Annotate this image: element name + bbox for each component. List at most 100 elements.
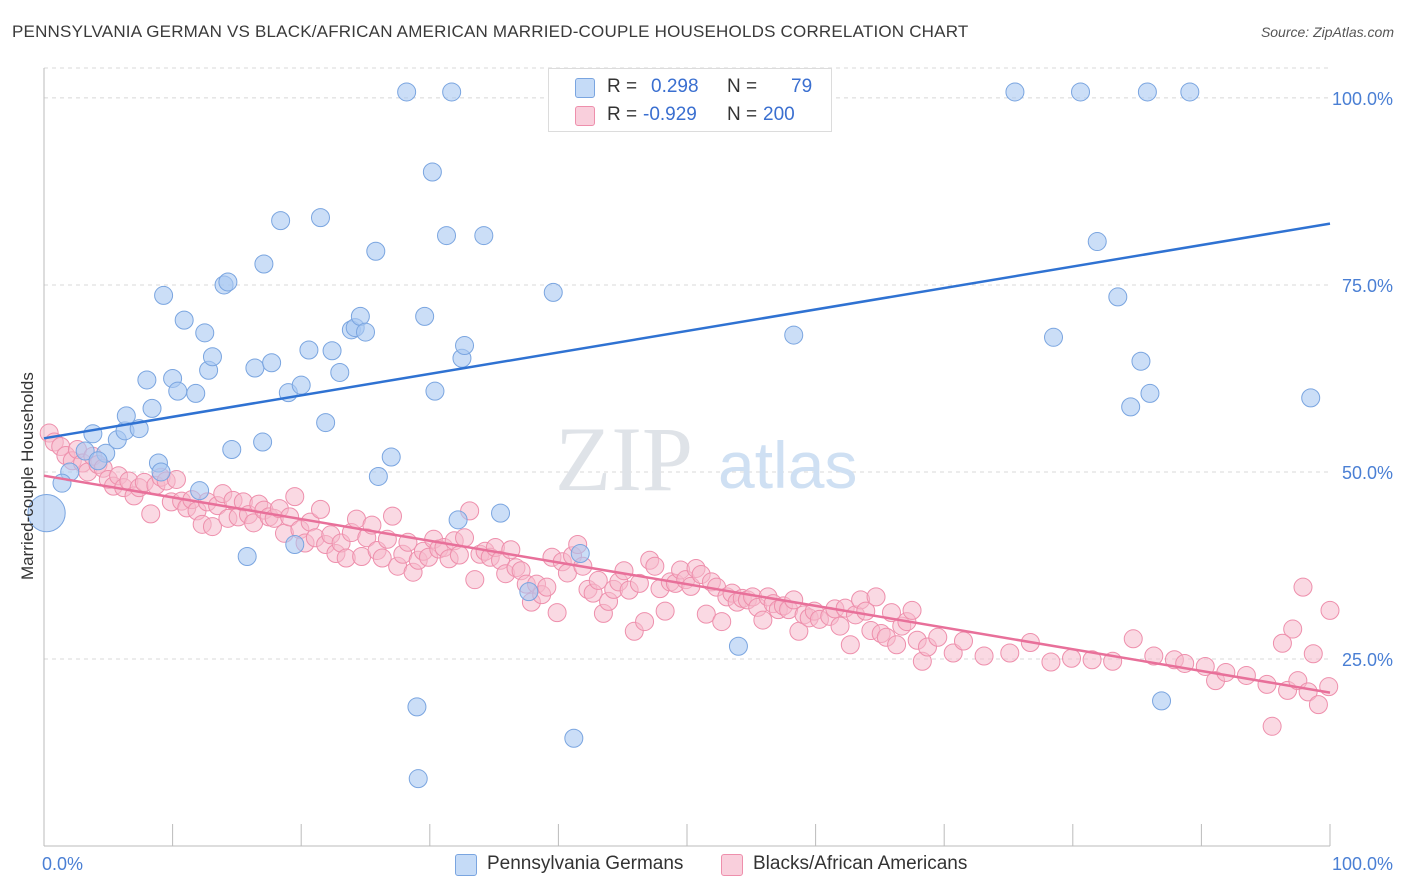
- data-point-pennsylvania-germans: [425, 381, 445, 401]
- r-label: R =: [607, 76, 638, 97]
- data-point-pennsylvania-germans: [356, 322, 375, 342]
- data-point-pennsylvania-germans: [1140, 383, 1160, 403]
- correlation-legend: R = 0.298 N = 79 R = -0.929 N = 200: [548, 68, 832, 132]
- series-legend: Pennsylvania Germans Blacks/African Amer…: [0, 852, 1406, 878]
- data-point-blacks-african-americans: [840, 635, 860, 655]
- data-point-pennsylvania-germans: [310, 208, 330, 228]
- data-point-pennsylvania-germans: [88, 451, 108, 471]
- data-point-blacks-african-americans: [1123, 629, 1143, 649]
- data-point-blacks-african-americans: [1257, 674, 1277, 694]
- n-label: N =: [727, 104, 758, 125]
- legend-swatch-pink: [721, 854, 743, 876]
- data-point-blacks-african-americans: [1236, 665, 1256, 685]
- data-point-blacks-african-americans: [1082, 650, 1102, 670]
- data-point-blacks-african-americans: [202, 517, 222, 537]
- data-point-pennsylvania-germans: [291, 375, 311, 395]
- legend-row-blue: R = 0.298 N = 79: [549, 73, 831, 101]
- n-value: 79: [791, 76, 813, 97]
- data-point-pennsylvania-germans: [1005, 82, 1025, 102]
- data-point-pennsylvania-germans: [519, 582, 539, 602]
- r-label: R =: [607, 104, 638, 125]
- data-point-pennsylvania-germans: [422, 162, 442, 182]
- data-point-pennsylvania-germans: [448, 510, 468, 530]
- data-point-pennsylvania-germans: [218, 272, 238, 292]
- data-point-pennsylvania-germans: [1087, 232, 1107, 252]
- data-point-pennsylvania-germans: [262, 353, 282, 373]
- x-tick-label: 0.0%: [42, 854, 83, 874]
- data-point-pennsylvania-germans: [195, 323, 215, 343]
- data-point-blacks-african-americans: [629, 573, 649, 593]
- y-tick-label: 25.0%: [1342, 650, 1393, 670]
- watermark: ZIP atlas: [555, 408, 857, 510]
- data-point-pennsylvania-germans: [27, 493, 66, 533]
- data-point-pennsylvania-germans: [75, 441, 95, 461]
- data-point-pennsylvania-germans: [222, 440, 242, 460]
- data-point-pennsylvania-germans: [285, 535, 305, 555]
- data-point-pennsylvania-germans: [1121, 397, 1141, 417]
- data-point-pennsylvania-germans: [168, 381, 188, 401]
- data-point-blacks-african-americans: [547, 603, 567, 623]
- legend-swatch-blue: [455, 854, 477, 876]
- data-point-blacks-african-americans: [166, 469, 186, 489]
- data-point-blacks-african-americans: [285, 487, 305, 507]
- y-tick-label: 100.0%: [1332, 89, 1393, 109]
- tick-labels: 25.0% 50.0% 75.0% 100.0% 0.0% 100.0%: [42, 89, 1393, 874]
- data-point-pennsylvania-germans: [1131, 351, 1151, 371]
- data-point-pennsylvania-germans: [784, 325, 804, 345]
- data-point-pennsylvania-germans: [455, 336, 475, 356]
- data-point-blacks-african-americans: [645, 556, 665, 576]
- data-point-pennsylvania-germans: [474, 226, 494, 246]
- legend-swatch-blue: [575, 78, 595, 98]
- data-point-blacks-african-americans: [1041, 652, 1061, 672]
- data-point-pennsylvania-germans: [137, 370, 157, 390]
- data-point-pennsylvania-germans: [408, 769, 428, 789]
- data-point-pennsylvania-germans: [322, 341, 342, 361]
- data-point-blacks-african-americans: [953, 631, 973, 651]
- data-point-pennsylvania-germans: [491, 503, 511, 523]
- data-point-blacks-african-americans: [1283, 619, 1303, 639]
- data-point-pennsylvania-germans: [83, 424, 103, 444]
- series-pennsylvania-germans: [27, 82, 1321, 789]
- data-point-pennsylvania-germans: [1152, 691, 1172, 711]
- data-point-pennsylvania-germans: [271, 211, 291, 231]
- watermark-atlas: atlas: [718, 428, 857, 502]
- data-point-pennsylvania-germans: [1137, 82, 1157, 102]
- data-point-pennsylvania-germans: [253, 432, 273, 452]
- data-point-blacks-african-americans: [449, 545, 469, 565]
- legend-label: Blacks/African Americans: [753, 853, 968, 874]
- source-credit: Source: ZipAtlas.com: [1260, 24, 1394, 40]
- watermark-zip: ZIP: [555, 408, 693, 510]
- data-point-pennsylvania-germans: [174, 310, 194, 330]
- data-point-blacks-african-americans: [1293, 577, 1313, 597]
- data-point-pennsylvania-germans: [237, 546, 257, 566]
- axes: [43, 68, 1331, 847]
- r-value: 0.298: [651, 76, 699, 97]
- data-point-pennsylvania-germans: [570, 544, 590, 564]
- n-value: 200: [763, 104, 795, 125]
- data-point-blacks-african-americans: [455, 528, 475, 548]
- data-point-pennsylvania-germans: [202, 347, 222, 367]
- data-point-blacks-african-americans: [1062, 648, 1082, 668]
- data-point-pennsylvania-germans: [1071, 82, 1091, 102]
- legend-row-pink: R = -0.929 N = 200: [549, 101, 831, 129]
- data-point-pennsylvania-germans: [142, 398, 162, 418]
- data-point-blacks-african-americans: [635, 612, 655, 632]
- data-point-pennsylvania-germans: [368, 466, 388, 486]
- data-point-pennsylvania-germans: [299, 340, 319, 360]
- data-point-blacks-african-americans: [1000, 643, 1020, 663]
- data-point-pennsylvania-germans: [366, 241, 386, 261]
- data-point-pennsylvania-germans: [316, 413, 336, 433]
- r-value: -0.929: [643, 104, 697, 125]
- data-point-pennsylvania-germans: [1044, 327, 1064, 347]
- data-point-blacks-african-americans: [537, 577, 557, 597]
- data-point-pennsylvania-germans: [1108, 287, 1128, 307]
- data-point-pennsylvania-germans: [397, 82, 417, 102]
- data-point-blacks-african-americans: [588, 570, 608, 590]
- legend-swatch-pink: [575, 106, 595, 126]
- data-point-pennsylvania-germans: [728, 636, 748, 656]
- y-axis-label: Married-couple Households: [18, 372, 37, 580]
- data-point-blacks-african-americans: [655, 601, 675, 621]
- data-point-pennsylvania-germans: [381, 447, 401, 467]
- data-point-pennsylvania-germans: [415, 306, 435, 326]
